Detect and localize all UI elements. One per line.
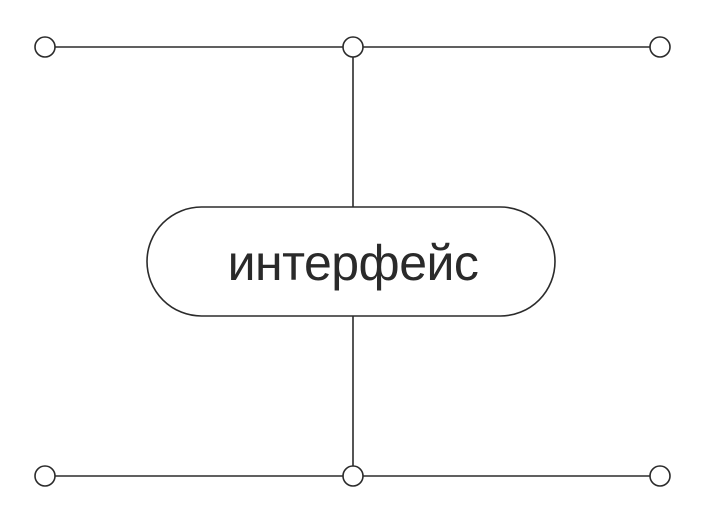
central-pill: [146, 206, 556, 317]
top-right-node: [649, 36, 671, 58]
top-center-node: [342, 36, 364, 58]
bottom-center-node: [342, 465, 364, 487]
top-left-node: [34, 36, 56, 58]
bottom-right-node: [649, 465, 671, 487]
central-node: интерфейс: [146, 206, 556, 317]
central-label: интерфейс: [228, 235, 479, 291]
bottom-left-node: [34, 465, 56, 487]
